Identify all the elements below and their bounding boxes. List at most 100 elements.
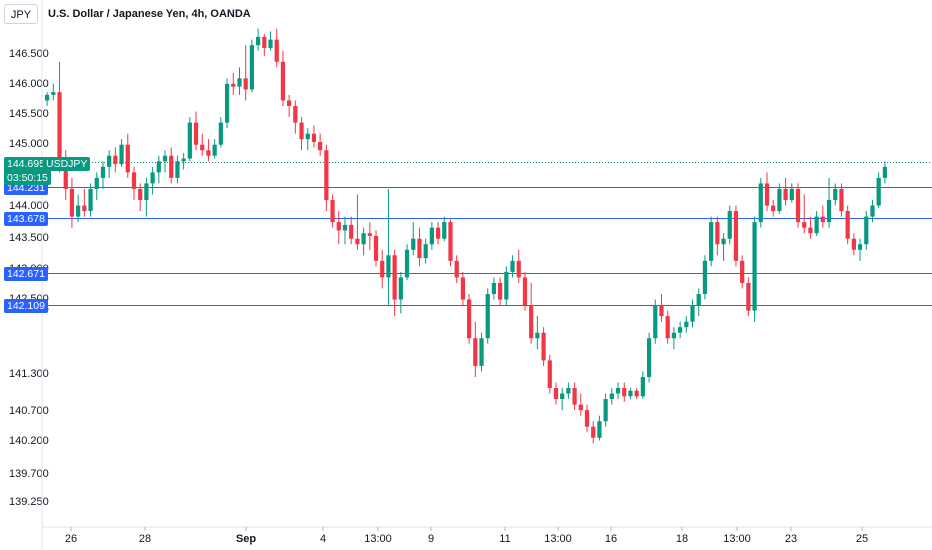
candle <box>870 200 875 223</box>
candle-body <box>882 166 888 178</box>
candle <box>553 382 559 405</box>
candle-body <box>100 166 106 178</box>
candle-body <box>150 172 155 184</box>
candle <box>299 117 304 151</box>
candle <box>398 271 403 314</box>
candle <box>156 155 161 184</box>
candle <box>268 31 273 51</box>
candle <box>845 205 850 245</box>
price-tick-label: 145.000 <box>9 138 49 150</box>
candle-body <box>677 327 683 333</box>
candlestick-series <box>44 28 888 444</box>
price-tick-label: 139.250 <box>9 496 49 508</box>
candle <box>224 78 230 129</box>
candle-body <box>268 39 273 48</box>
time-tick-label: 25 <box>856 533 868 545</box>
candle <box>212 139 217 159</box>
candle-body <box>671 332 677 339</box>
candle <box>150 166 155 195</box>
candle-body <box>51 92 56 95</box>
candle-body <box>529 305 534 339</box>
candle <box>404 244 410 281</box>
candle <box>138 183 143 212</box>
candle <box>615 382 621 400</box>
time-tick-label: 26 <box>65 533 77 545</box>
candle-body <box>206 150 211 156</box>
price-tick-label: 139.700 <box>9 468 49 480</box>
candle <box>386 188 391 306</box>
candle <box>200 133 205 156</box>
candle-body <box>404 249 410 278</box>
candle <box>634 388 639 400</box>
candle-body <box>243 78 248 90</box>
candle <box>231 72 236 95</box>
candle <box>646 332 652 383</box>
current-price-badge: 144.695 USDJPY 03:50:15 <box>4 157 91 186</box>
time-axis[interactable]: 26 28 Sep 4 13:00 9 11 13:00 16 18 13:00 23 25 <box>65 527 868 545</box>
candle <box>373 230 379 267</box>
candle <box>479 332 484 372</box>
candle-body <box>361 233 366 245</box>
candle <box>839 183 844 217</box>
candle <box>411 222 416 256</box>
candle <box>622 382 627 402</box>
candle <box>218 117 223 148</box>
candle <box>342 216 348 245</box>
candle <box>597 415 602 441</box>
candle <box>764 172 770 212</box>
candle-body <box>212 144 217 156</box>
candle <box>187 117 192 162</box>
candle <box>789 183 794 203</box>
candle-body <box>522 277 528 306</box>
candle <box>603 393 608 427</box>
candle-body <box>435 227 441 239</box>
candle <box>740 255 745 289</box>
price-tick-label: 145.500 <box>9 108 49 120</box>
candle <box>274 28 279 68</box>
candle-body <box>826 200 832 223</box>
candle-body <box>814 216 819 234</box>
candle-body <box>628 390 633 397</box>
candle-body <box>839 188 844 212</box>
candle <box>572 382 577 411</box>
candle <box>380 249 385 289</box>
candle <box>758 177 763 228</box>
candle-body <box>547 360 552 389</box>
time-tick-label: 18 <box>676 533 688 545</box>
candle-body <box>802 222 807 228</box>
candle-body <box>69 188 75 217</box>
candle <box>280 50 286 106</box>
candle-body <box>572 388 577 405</box>
candle-body <box>795 188 801 223</box>
candle <box>69 177 75 228</box>
symbol-button[interactable]: JPY <box>4 4 38 24</box>
candle <box>529 282 534 344</box>
candle <box>51 83 56 101</box>
time-tick-label: 28 <box>139 533 151 545</box>
level-price-badge: 143.678 <box>4 211 48 226</box>
candle-body <box>733 211 739 261</box>
candle <box>76 194 81 223</box>
candle-body <box>684 321 689 328</box>
candle-body <box>560 393 565 400</box>
candle <box>485 288 490 344</box>
price-tick-label: 140.700 <box>9 405 49 417</box>
candle-body <box>833 188 838 200</box>
current-symbol-label: USDJPY <box>43 157 91 171</box>
chart-title: U.S. Dollar / Japanese Yen, 4h, OANDA <box>48 8 251 20</box>
candle-body <box>156 161 161 173</box>
candle-body <box>355 238 360 245</box>
candle <box>609 388 614 405</box>
candle <box>653 299 658 344</box>
candle <box>131 166 137 200</box>
candle <box>516 249 521 283</box>
candle <box>249 39 255 93</box>
candle <box>504 266 509 306</box>
candle <box>510 255 515 278</box>
candle-body <box>181 158 186 162</box>
candle-body <box>305 133 310 140</box>
candle <box>671 327 677 350</box>
candle <box>690 299 695 328</box>
candle-body <box>349 224 354 239</box>
